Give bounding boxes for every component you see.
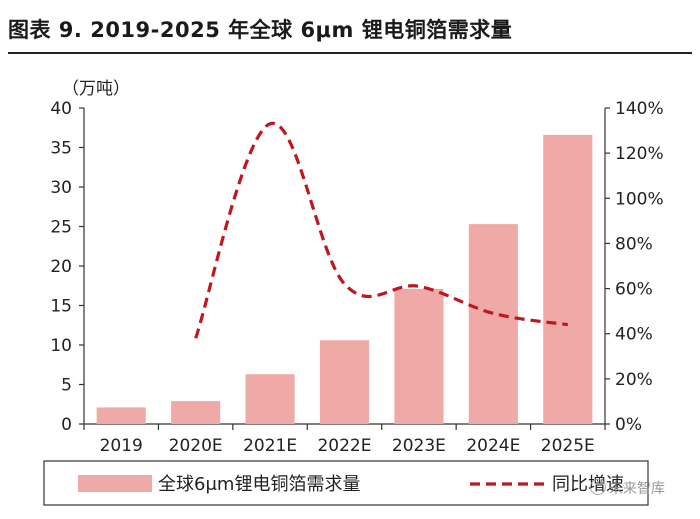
x-tick-label: 2023E [392,436,446,456]
left-y-tick-label: 40 [50,99,72,119]
left-y-tick-label: 15 [50,297,72,317]
left-y-tick-label: 10 [50,336,72,356]
left-y-tick-label: 5 [61,376,72,396]
right-y-tick-label: 140% [615,99,664,119]
legend-swatch-bar [78,475,152,492]
right-y-tick-labels: 0% 20% 40% 60% 80% 100% 120% 140% [615,99,664,435]
left-y-tick-label: 35 [50,139,72,159]
title-underline [8,52,692,54]
x-tick-label: 2019 [100,436,143,456]
left-y-tick-label: 30 [50,178,72,198]
chart-title: 图表 9. 2019-2025 年全球 6μm 锂电铜箔需求量 [8,18,513,42]
watermark-text: 未来智库 [609,481,665,497]
right-y-tick-label: 0% [615,415,642,435]
y-axis-unit-label: （万吨） [62,79,130,99]
watermark-logo-icon [590,479,606,495]
legend-label-bar: 全球6μm锂电铜箔需求量 [158,474,360,495]
right-y-tick-label: 100% [615,189,664,209]
bar [96,407,146,424]
x-tick-label: 2022E [317,436,371,456]
bar [171,401,221,424]
x-tick-label: 2025E [541,436,595,456]
legend-box [43,460,649,506]
watermark: 未来智库 [590,478,665,498]
x-tick-labels: 2019 2020E 2021E 2022E 2023E 2024E 2025E [100,436,595,456]
left-y-tick-label: 25 [50,218,72,238]
right-y-tick-label: 20% [615,370,653,390]
legend: 全球6μm锂电铜箔需求量 同比增速 [43,460,649,506]
left-y-tick-labels: 0 5 10 15 20 25 30 35 40 [50,99,72,435]
bar [394,288,444,424]
bar [245,374,295,424]
bar [319,340,370,424]
bar [543,134,593,425]
x-tick-label: 2024E [466,436,520,456]
left-y-tick-label: 0 [61,415,72,435]
growth-rate-line [194,122,569,339]
bar-series [96,134,593,425]
legend-label-line: 同比增速 [552,474,624,495]
right-y-tick-label: 40% [615,325,653,345]
bar [468,224,518,424]
right-y-tick-label: 60% [615,280,653,300]
x-tick-label: 2020E [169,436,223,456]
x-tick-label: 2021E [243,436,297,456]
left-y-tick-label: 20 [50,257,72,277]
right-y-tick-label: 120% [615,144,664,164]
right-y-tick-label: 80% [615,234,653,254]
